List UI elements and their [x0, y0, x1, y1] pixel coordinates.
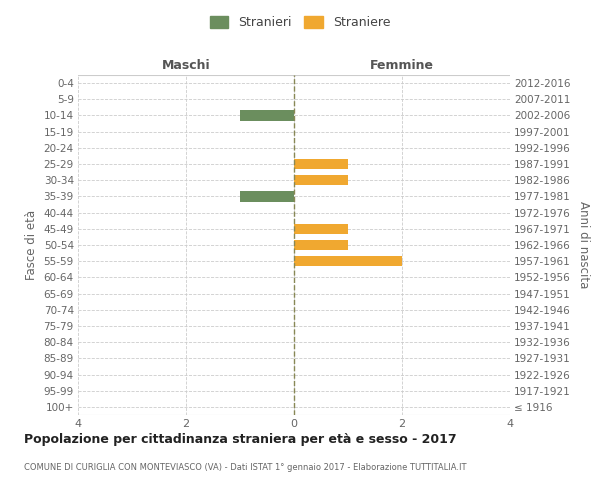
Bar — [294, 175, 348, 186]
Text: COMUNE DI CURIGLIA CON MONTEVIASCO (VA) - Dati ISTAT 1° gennaio 2017 - Elaborazi: COMUNE DI CURIGLIA CON MONTEVIASCO (VA) … — [24, 462, 467, 471]
Y-axis label: Fasce di età: Fasce di età — [25, 210, 38, 280]
Text: Popolazione per cittadinanza straniera per età e sesso - 2017: Popolazione per cittadinanza straniera p… — [24, 432, 457, 446]
Y-axis label: Anni di nascita: Anni di nascita — [577, 202, 590, 288]
Text: Femmine: Femmine — [370, 59, 434, 72]
Bar — [294, 256, 402, 266]
Bar — [294, 159, 348, 170]
Bar — [294, 240, 348, 250]
Bar — [240, 191, 294, 202]
Text: Maschi: Maschi — [161, 59, 211, 72]
Bar — [294, 224, 348, 234]
Bar — [240, 110, 294, 120]
Legend: Stranieri, Straniere: Stranieri, Straniere — [207, 14, 393, 32]
